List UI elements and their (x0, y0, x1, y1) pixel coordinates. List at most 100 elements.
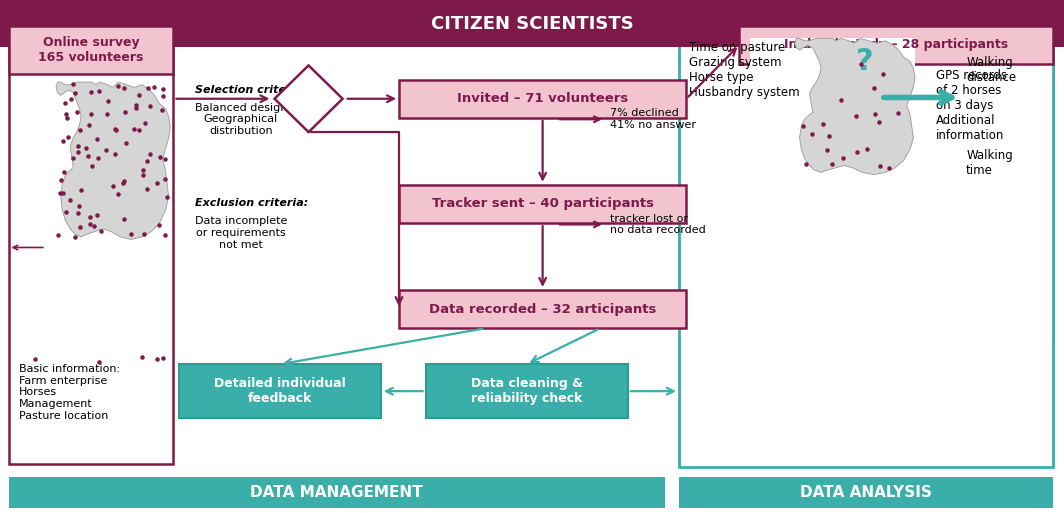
Point (122, 230, 139, 238)
Point (115, 179, 132, 187)
Point (84, 162, 101, 170)
Point (59, 114, 76, 123)
Point (68, 108, 85, 116)
Point (110, 82, 127, 90)
Point (135, 229, 152, 238)
Point (866, 84, 883, 92)
Point (848, 111, 865, 120)
Point (116, 215, 133, 224)
Point (138, 185, 155, 193)
Point (69, 143, 86, 151)
Point (78, 144, 95, 152)
FancyBboxPatch shape (739, 26, 1053, 336)
Point (135, 166, 152, 174)
Point (824, 160, 841, 168)
Point (875, 69, 892, 77)
Point (867, 110, 884, 118)
Point (139, 156, 156, 165)
Point (65, 80, 82, 88)
Point (89, 154, 106, 162)
Polygon shape (56, 82, 170, 240)
Point (106, 150, 123, 158)
Text: Online survey
165 volunteers: Online survey 165 volunteers (38, 36, 144, 64)
Point (797, 160, 814, 168)
Polygon shape (795, 38, 915, 175)
Point (71, 126, 88, 134)
Point (55, 168, 72, 176)
Point (110, 190, 127, 199)
Point (142, 150, 159, 159)
FancyBboxPatch shape (0, 0, 1064, 47)
Point (90, 87, 107, 95)
Point (100, 97, 117, 106)
Point (71, 202, 88, 210)
Point (63, 95, 80, 104)
Point (82, 220, 99, 228)
Point (56, 99, 73, 107)
Point (50, 231, 67, 240)
Point (57, 208, 74, 216)
Point (142, 102, 159, 110)
FancyBboxPatch shape (399, 290, 686, 328)
Point (853, 60, 870, 68)
Text: CITIZEN SCIENTISTS: CITIZEN SCIENTISTS (431, 14, 633, 33)
Text: Walking
time: Walking time (966, 149, 1013, 177)
Text: DATA ANALYSIS: DATA ANALYSIS (800, 485, 932, 500)
Text: Data recorded – 32 articipants: Data recorded – 32 articipants (429, 303, 656, 315)
Point (51, 189, 68, 197)
FancyBboxPatch shape (750, 38, 915, 269)
FancyBboxPatch shape (739, 26, 1053, 64)
FancyBboxPatch shape (426, 364, 628, 418)
Point (106, 125, 123, 133)
Point (60, 133, 77, 141)
Point (62, 196, 79, 204)
Point (54, 189, 71, 198)
Text: Tracker sent – 40 participants: Tracker sent – 40 participants (432, 198, 653, 210)
Point (159, 193, 176, 201)
Point (131, 91, 148, 100)
Text: tracker lost or
no data recorded: tracker lost or no data recorded (611, 213, 705, 235)
Point (153, 106, 170, 114)
Point (117, 108, 134, 116)
FancyBboxPatch shape (399, 185, 686, 223)
Text: Time on pasture
Grazing system
Horse type
Husbandry system: Time on pasture Grazing system Horse typ… (689, 41, 800, 99)
Point (139, 84, 156, 92)
FancyBboxPatch shape (9, 26, 173, 74)
Point (146, 83, 163, 91)
Point (57, 110, 74, 119)
Point (133, 352, 150, 361)
Text: ?: ? (857, 47, 874, 76)
Text: Data incomplete
or requirements
not met: Data incomplete or requirements not met (195, 216, 287, 250)
Point (107, 126, 124, 134)
Point (79, 152, 96, 160)
Text: Basic information:
Farm enterprise
Horses
Management
Pasture location: Basic information: Farm enterprise Horse… (19, 364, 120, 421)
Point (128, 101, 145, 109)
Point (72, 186, 89, 194)
Point (69, 209, 86, 217)
Point (156, 175, 173, 183)
Point (820, 132, 837, 141)
Point (834, 154, 851, 162)
Point (27, 355, 44, 363)
Point (135, 171, 152, 179)
Text: 7% declined
41% no answer: 7% declined 41% no answer (611, 108, 696, 130)
Point (83, 88, 100, 96)
Point (85, 222, 102, 230)
Point (803, 130, 820, 138)
FancyBboxPatch shape (9, 26, 173, 464)
Point (90, 358, 107, 366)
Point (149, 179, 166, 187)
Point (104, 182, 121, 190)
Point (870, 117, 887, 126)
Point (93, 227, 110, 235)
Text: Invited – 71 volunteers: Invited – 71 volunteers (458, 92, 628, 105)
Point (128, 104, 145, 112)
Point (65, 154, 82, 162)
Text: GPS records
of 2 horses
on 3 days
Additional
information: GPS records of 2 horses on 3 days Additi… (936, 69, 1008, 142)
Text: DATA MANAGEMENT: DATA MANAGEMENT (250, 485, 423, 500)
Point (98, 110, 115, 119)
Point (69, 148, 86, 156)
Polygon shape (275, 65, 343, 132)
Point (116, 84, 133, 92)
FancyBboxPatch shape (679, 26, 1053, 467)
